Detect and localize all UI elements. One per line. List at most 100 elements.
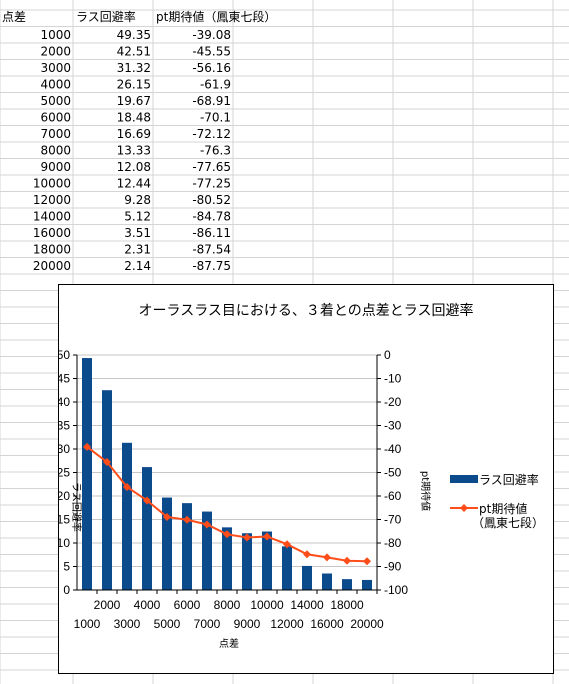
cell-avoid-rate[interactable]: 19.67 — [117, 94, 151, 108]
bar — [362, 579, 372, 590]
legend-line-label: pt期待値 — [479, 501, 527, 516]
x-tick-label: 4000 — [134, 598, 161, 612]
chart-title: オーラスラス目における、３着との点差とラス回避率 — [138, 302, 473, 319]
bar — [182, 503, 192, 590]
cell-pt-expect[interactable]: -70.1 — [200, 111, 231, 125]
cell-pt-expect[interactable]: -87.75 — [192, 259, 231, 273]
line-point — [103, 458, 111, 467]
cell-avoid-rate[interactable]: 31.32 — [117, 61, 151, 75]
y-axis-title: ラス回避率 — [70, 482, 83, 532]
cell-tensa[interactable]: 3000 — [40, 61, 71, 75]
bar — [122, 442, 132, 590]
bar — [262, 531, 272, 590]
cell-avoid-rate[interactable]: 5.12 — [124, 210, 151, 224]
bar — [302, 565, 312, 590]
cell-pt-expect[interactable]: -77.65 — [192, 160, 231, 174]
cell-tensa[interactable]: 8000 — [40, 144, 71, 158]
cell-pt-expect[interactable]: -72.12 — [192, 127, 231, 141]
y-tick-label: 20 — [59, 489, 70, 503]
bar — [162, 497, 172, 590]
cell-tensa[interactable]: 10000 — [33, 177, 71, 191]
line-point — [343, 556, 351, 565]
cell-avoid-rate[interactable]: 13.33 — [117, 144, 151, 158]
cell-avoid-rate[interactable]: 2.31 — [124, 243, 151, 257]
x-tick-label: 8000 — [214, 598, 241, 612]
line-point — [303, 550, 311, 559]
legend-line-marker — [460, 504, 468, 512]
line-series — [83, 442, 371, 566]
cell-avoid-rate[interactable]: 26.15 — [117, 78, 151, 92]
cell-avoid-rate[interactable]: 49.35 — [117, 28, 151, 42]
cell-tensa[interactable]: 6000 — [40, 111, 71, 125]
header-avoid-rate[interactable]: ラス回避率 — [76, 9, 136, 24]
cell-tensa[interactable]: 9000 — [40, 160, 71, 174]
line-point — [223, 530, 231, 539]
cell-avoid-rate[interactable]: 18.48 — [117, 111, 151, 125]
y2-tick-label: -70 — [384, 513, 402, 527]
cell-pt-expect[interactable]: -84.78 — [192, 210, 231, 224]
cell-pt-expect[interactable]: -68.91 — [192, 94, 231, 108]
chart-legend: ラス回避率 pt期待値 （鳳東七段） — [450, 472, 544, 530]
y-tick-label: 50 — [59, 348, 70, 362]
cell-pt-expect[interactable]: -77.25 — [192, 177, 231, 191]
cell-avoid-rate[interactable]: 3.51 — [124, 226, 151, 240]
cell-pt-expect[interactable]: -80.52 — [192, 193, 231, 207]
line-point — [143, 496, 151, 505]
cell-pt-expect[interactable]: -76.3 — [200, 144, 231, 158]
cell-pt-expect[interactable]: -86.11 — [192, 226, 231, 240]
chart-object[interactable]: オーラスラス目における、３着との点差とラス回避率 0 5 10 15 20 25 30 35 4… — [58, 284, 554, 674]
cell-avoid-rate[interactable]: 16.69 — [117, 127, 151, 141]
cell-tensa[interactable]: 14000 — [33, 210, 71, 224]
bar-series — [82, 358, 372, 590]
cell-pt-expect[interactable]: -87.54 — [192, 243, 231, 257]
cell-pt-expect[interactable]: -45.55 — [192, 45, 231, 59]
y2-tick-label: -40 — [384, 442, 402, 456]
y-tick-label: 30 — [59, 442, 70, 456]
y-tick-label: 45 — [59, 372, 70, 386]
cell-tensa[interactable]: 5000 — [40, 94, 71, 108]
bar — [322, 573, 332, 590]
bar — [222, 527, 232, 590]
cell-pt-expect[interactable]: -39.08 — [192, 28, 231, 42]
legend-bar-label: ラス回避率 — [479, 472, 539, 487]
chart-axes: 0 5 10 15 20 25 30 35 40 45 50 0 -10 -20 -30 -40 -50 -60 -… — [59, 348, 408, 631]
y2-tick-label: 0 — [384, 348, 391, 362]
cell-pt-expect[interactable]: -61.9 — [200, 78, 231, 92]
y2-tick-label: -90 — [384, 560, 402, 574]
x-tick-label: 10000 — [250, 598, 284, 612]
cell-avoid-rate[interactable]: 12.44 — [117, 177, 151, 191]
y-tick-label: 0 — [63, 583, 70, 597]
cell-pt-expect[interactable]: -56.16 — [192, 61, 231, 75]
header-pt-expect[interactable]: pt期待値（鳳東七段） — [156, 9, 276, 24]
cell-avoid-rate[interactable]: 42.51 — [117, 45, 151, 59]
line-point — [283, 540, 291, 549]
y2-tick-label: -100 — [384, 583, 408, 597]
cell-tensa[interactable]: 1000 — [40, 28, 71, 42]
cell-tensa[interactable]: 16000 — [33, 226, 71, 240]
cell-avoid-rate[interactable]: 2.14 — [124, 259, 151, 273]
cell-tensa[interactable]: 2000 — [40, 45, 71, 59]
cell-avoid-rate[interactable]: 9.28 — [124, 193, 151, 207]
cell-tensa[interactable]: 20000 — [33, 259, 71, 273]
cell-tensa[interactable]: 12000 — [33, 193, 71, 207]
x-tick-label: 12000 — [270, 617, 304, 631]
x-tick-label: 20000 — [350, 617, 384, 631]
cell-tensa[interactable]: 4000 — [40, 78, 71, 92]
x-tick-label: 14000 — [290, 598, 324, 612]
bar — [242, 533, 252, 590]
line-point — [163, 512, 171, 521]
y2-tick-label: -60 — [384, 489, 402, 503]
bar — [342, 579, 352, 590]
y2-tick-label: -20 — [384, 395, 402, 409]
y2-tick-label: -10 — [384, 372, 402, 386]
x-tick-label: 5000 — [154, 617, 181, 631]
cell-avoid-rate[interactable]: 12.08 — [117, 160, 151, 174]
x-tick-label: 2000 — [94, 598, 121, 612]
header-tensa[interactable]: 点差 — [2, 10, 26, 24]
cell-tensa[interactable]: 7000 — [40, 127, 71, 141]
x-tick-label: 6000 — [174, 598, 201, 612]
data-table[interactable]: 点差 ラス回避率 pt期待値（鳳東七段） 1000 49.35 -39.08 2000… — [2, 9, 276, 273]
cell-tensa[interactable]: 18000 — [33, 243, 71, 257]
line-point — [183, 515, 191, 524]
x-axis-title: 点差 — [219, 637, 239, 650]
